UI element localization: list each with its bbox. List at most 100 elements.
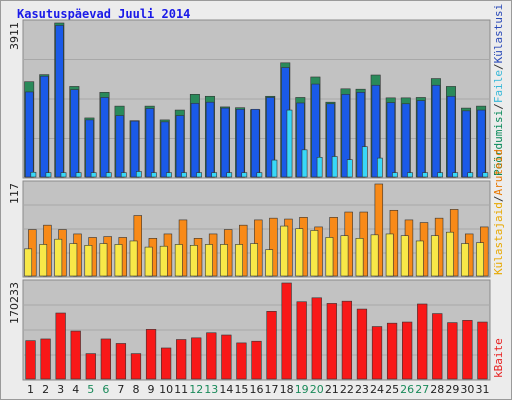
- top-bar-külastusi-8: [130, 120, 139, 178]
- bottom-bar-kbaite-17: [266, 311, 277, 380]
- top-bar-külastusi-3: [55, 25, 64, 178]
- bottom-bar-kbaite-24: [371, 326, 383, 380]
- top-bar-faile-20: [316, 157, 323, 178]
- bottom-bar-kbaite-8: [130, 353, 142, 380]
- bottom-bar-kbaite-13: [206, 332, 217, 380]
- top-bar-külastusi-13: [205, 101, 215, 178]
- top-bar-külastusi-27: [416, 100, 426, 178]
- bottom-bar-kbaite-9: [145, 329, 157, 380]
- bottom-bar-kbaite-2: [40, 338, 51, 380]
- x-tick-label: 29: [445, 383, 459, 396]
- bottom-legend-item: kBaite: [492, 338, 505, 378]
- top-bar-faile-31: [482, 172, 489, 178]
- middle-bar-külastajaid-22: [340, 235, 349, 277]
- x-tick-label: 9: [148, 383, 155, 396]
- x-tick-label: 27: [415, 383, 429, 396]
- top-bar-külastusi-15: [236, 108, 245, 178]
- x-tick-label: 31: [475, 383, 489, 396]
- top-bar-faile-6: [105, 172, 112, 178]
- x-tick-label: 15: [234, 383, 248, 396]
- top-bar-külastusi-24: [371, 84, 381, 178]
- middle-bar-külastajaid-18: [280, 225, 289, 277]
- x-tick-label: 7: [117, 383, 124, 396]
- top-bar-külastusi-1: [25, 91, 34, 178]
- bottom-bar-kbaite-30: [462, 320, 473, 380]
- top-bar-külastusi-6: [100, 97, 109, 178]
- top-bar-faile-17: [271, 159, 278, 178]
- x-tick-label: 24: [370, 383, 384, 396]
- top-legend: Pöördumisi/Faile/Külastusi: [492, 4, 505, 176]
- top-ymax-label: 3911: [8, 22, 21, 50]
- bottom-bar-kbaite-5: [85, 353, 96, 380]
- x-tick-label: 22: [340, 383, 354, 396]
- bottom-bar-kbaite-19: [296, 301, 307, 380]
- middle-bar-külastajaid-31: [476, 242, 484, 277]
- top-bar-külastusi-11: [175, 115, 185, 178]
- middle-bar-külastajaid-1: [24, 248, 33, 277]
- middle-bar-külastajaid-12: [189, 245, 198, 277]
- bottom-bar-kbaite-25: [386, 322, 398, 380]
- middle-bar-külastajaid-21: [325, 237, 334, 277]
- top-legend-item: /: [492, 103, 505, 110]
- top-bar-faile-2: [45, 172, 52, 178]
- middle-bar-külastajaid-25: [385, 233, 394, 277]
- top-bar-faile-24: [377, 157, 383, 178]
- middle-legend-item: Aruteid: [492, 149, 505, 195]
- top-bar-faile-4: [75, 172, 82, 178]
- top-bar-külastusi-16: [251, 108, 260, 178]
- top-bar-külastusi-29: [446, 95, 456, 178]
- middle-bar-külastajaid-7: [114, 244, 123, 277]
- middle-bar-aruteid-24: [374, 183, 384, 277]
- bottom-bar-kbaite-26: [402, 321, 413, 380]
- top-bar-faile-27: [422, 172, 428, 178]
- bottom-bar-kbaite-29: [447, 322, 458, 380]
- x-tick-label: 28: [430, 383, 444, 396]
- bottom-ymax-label: 170233: [8, 282, 21, 324]
- top-bar-külastusi-2: [40, 75, 49, 178]
- x-tick-label: 2: [42, 383, 49, 396]
- bottom-bar-kbaite-28: [432, 313, 443, 380]
- middle-bar-külastajaid-14: [220, 244, 228, 277]
- top-bar-külastusi-4: [70, 89, 79, 178]
- x-tick-label: 11: [174, 383, 188, 396]
- middle-bar-aruteid-17: [269, 217, 278, 277]
- bottom-bar-kbaite-22: [341, 300, 353, 380]
- bottom-bar-kbaite-11: [176, 339, 187, 380]
- bottom-bar-kbaite-18: [281, 282, 292, 380]
- top-bar-külastusi-25: [386, 102, 396, 178]
- bottom-bar-kbaite-10: [160, 347, 172, 380]
- top-legend-item: Pöördumisi: [492, 110, 505, 176]
- x-tick-label: 4: [72, 383, 79, 396]
- top-bar-faile-3: [60, 172, 67, 178]
- top-bar-faile-21: [331, 156, 338, 178]
- middle-bar-külastajaid-26: [400, 235, 409, 277]
- top-bar-faile-15: [241, 172, 248, 178]
- top-bar-faile-18: [286, 109, 293, 178]
- middle-bar-külastajaid-8: [129, 240, 138, 277]
- top-bar-faile-29: [452, 172, 459, 178]
- middle-bar-külastajaid-17: [265, 249, 274, 277]
- middle-bar-külastajaid-6: [99, 243, 108, 277]
- middle-ymax-label: 117: [8, 183, 21, 204]
- top-bar-külastusi-20: [311, 83, 320, 178]
- top-bar-külastusi-21: [326, 103, 335, 178]
- middle-bar-külastajaid-13: [204, 244, 213, 277]
- middle-bar-külastajaid-5: [84, 245, 93, 277]
- top-bar-külastusi-10: [160, 121, 170, 178]
- bottom-bar-kbaite-27: [417, 303, 428, 380]
- top-bar-külastusi-30: [461, 110, 471, 178]
- bottom-bar-kbaite-15: [236, 342, 247, 380]
- x-tick-label: 13: [204, 383, 218, 396]
- middle-bar-külastajaid-15: [235, 244, 243, 277]
- bottom-bar-kbaite-3: [55, 312, 66, 380]
- middle-bar-külastajaid-23: [355, 238, 364, 277]
- top-bar-külastusi-7: [115, 115, 124, 178]
- x-tick-label: 30: [460, 383, 474, 396]
- bottom-bar-kbaite-20: [311, 297, 322, 380]
- middle-bar-külastajaid-3: [54, 238, 63, 277]
- x-tick-label: 17: [265, 383, 279, 396]
- bottom-bar-kbaite-31: [477, 321, 488, 380]
- top-bar-faile-16: [256, 172, 263, 178]
- top-bar-külastusi-9: [145, 108, 155, 178]
